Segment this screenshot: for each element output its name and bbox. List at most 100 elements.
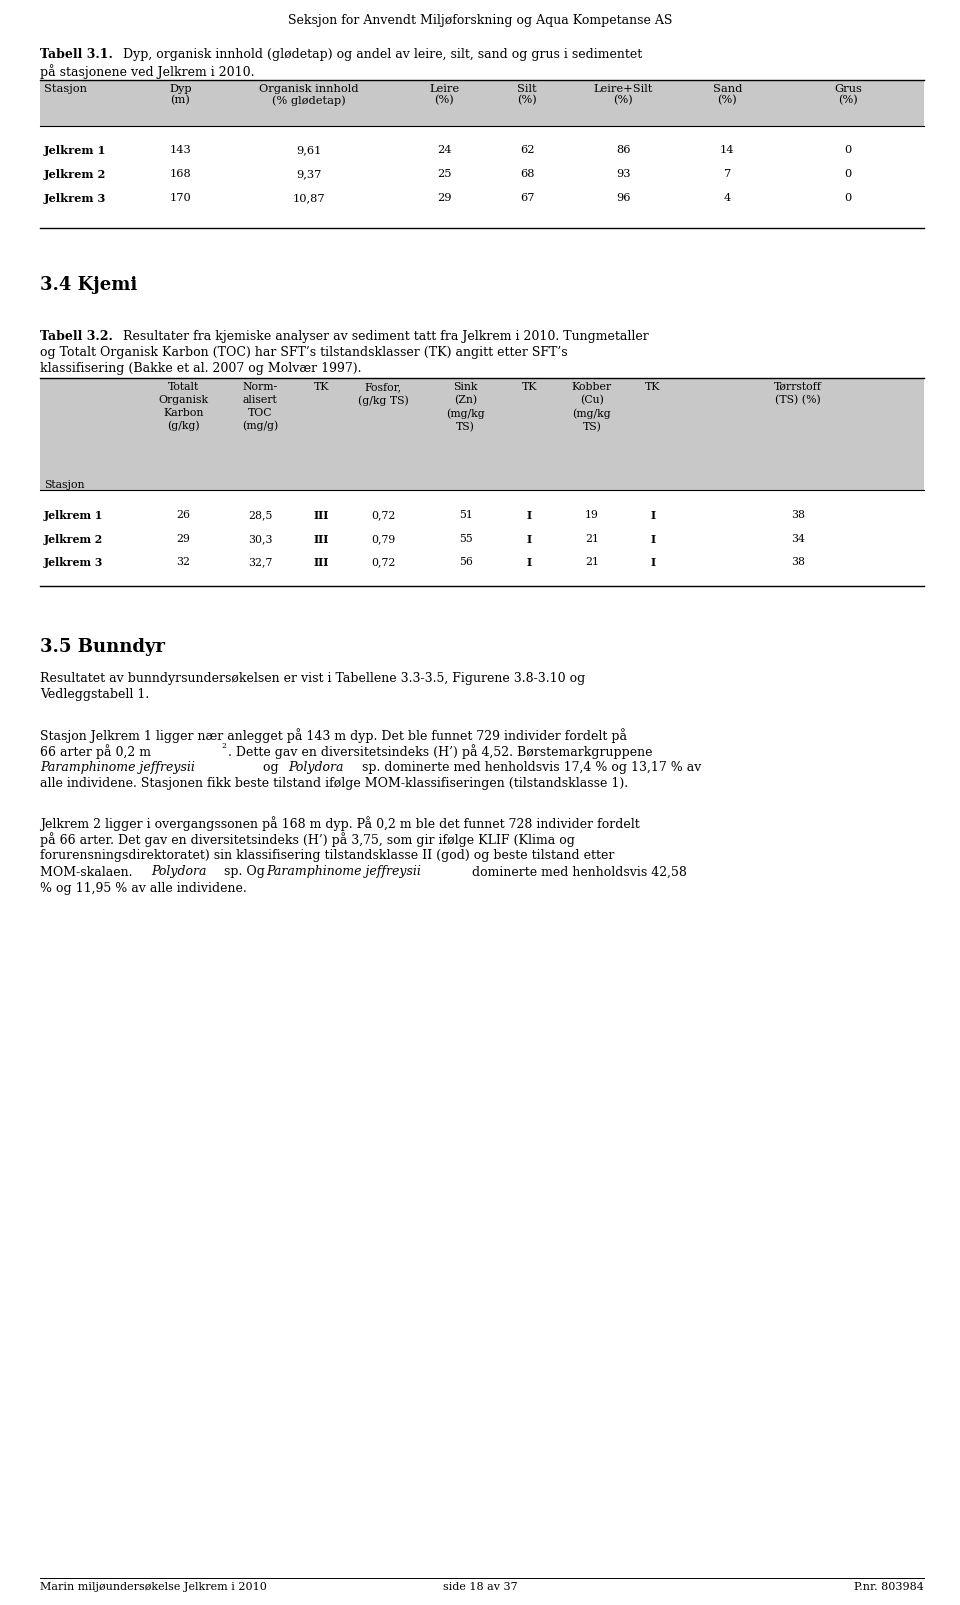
Text: 21: 21: [585, 534, 599, 544]
Text: Jelkrem 2 ligger i overgangssonen på 168 m dyp. På 0,2 m ble det funnet 728 indi: Jelkrem 2 ligger i overgangssonen på 168…: [40, 815, 640, 831]
Text: Stasjon Jelkrem 1 ligger nær anlegget på 143 m dyp. Det ble funnet 729 individer: Stasjon Jelkrem 1 ligger nær anlegget på…: [40, 729, 627, 743]
Text: I: I: [650, 510, 656, 522]
Text: . Dette gav en diversitetsindeks (H’) på 4,52. Børstemarkgruppene: . Dette gav en diversitetsindeks (H’) på…: [228, 745, 653, 759]
Text: Silt: Silt: [517, 83, 537, 95]
Text: 0: 0: [845, 193, 852, 202]
Text: Marin miljøundersøkelse Jelkrem i 2010: Marin miljøundersøkelse Jelkrem i 2010: [40, 1583, 267, 1592]
Text: 14: 14: [720, 144, 734, 156]
Text: 25: 25: [437, 169, 451, 180]
Text: % og 11,95 % av alle individene.: % og 11,95 % av alle individene.: [40, 883, 247, 896]
Text: dominerte med henholdsvis 42,58: dominerte med henholdsvis 42,58: [468, 865, 686, 878]
Text: 3.4 Kjemi: 3.4 Kjemi: [40, 276, 137, 294]
Text: 0: 0: [845, 144, 852, 156]
Text: Polydora: Polydora: [288, 761, 344, 774]
Text: 67: 67: [519, 193, 535, 202]
Text: Dyp, organisk innhold (glødetap) og andel av leire, silt, sand og grus i sedimen: Dyp, organisk innhold (glødetap) og ande…: [119, 48, 642, 61]
Text: Grus: Grus: [834, 83, 862, 95]
Text: Fosfor,
(g/kg TS): Fosfor, (g/kg TS): [358, 382, 408, 406]
Text: 2: 2: [222, 742, 227, 750]
Text: Jelkrem 2: Jelkrem 2: [44, 534, 104, 546]
Text: (% glødetap): (% glødetap): [272, 95, 346, 106]
Text: I: I: [527, 534, 532, 546]
Text: Jelkrem 1: Jelkrem 1: [44, 144, 107, 156]
Text: 168: 168: [170, 169, 191, 180]
Text: 62: 62: [519, 144, 535, 156]
Text: Sink
(Zn)
(mg/kg
TS): Sink (Zn) (mg/kg TS): [446, 382, 485, 432]
Text: Kobber
(Cu)
(mg/kg
TS): Kobber (Cu) (mg/kg TS): [572, 382, 612, 432]
Text: 0: 0: [845, 169, 852, 180]
Text: (%): (%): [517, 95, 537, 106]
Text: Tørrstoff
(TS) (%): Tørrstoff (TS) (%): [774, 382, 822, 404]
Text: Jelkrem 3: Jelkrem 3: [44, 193, 107, 204]
Text: (%): (%): [434, 95, 454, 106]
Text: 10,87: 10,87: [293, 193, 324, 202]
Text: TK: TK: [645, 382, 660, 392]
Text: 30,3: 30,3: [248, 534, 273, 544]
Text: I: I: [527, 557, 532, 568]
Text: 96: 96: [615, 193, 631, 202]
Text: 29: 29: [437, 193, 451, 202]
Text: og: og: [259, 761, 283, 774]
Text: 24: 24: [437, 144, 451, 156]
Text: (%): (%): [717, 95, 737, 106]
Text: III: III: [314, 510, 329, 522]
Text: 32: 32: [177, 557, 190, 567]
Text: Stasjon: Stasjon: [44, 480, 84, 490]
Text: Paramphinome jeffreysii: Paramphinome jeffreysii: [40, 761, 195, 774]
Text: 38: 38: [791, 510, 804, 520]
Text: 9,61: 9,61: [296, 144, 322, 156]
Text: (%): (%): [838, 95, 858, 106]
Text: 32,7: 32,7: [248, 557, 273, 567]
Text: forurensningsdirektoratet) sin klassifisering tilstandsklasse II (god) og beste : forurensningsdirektoratet) sin klassifis…: [40, 849, 614, 862]
Text: 86: 86: [615, 144, 631, 156]
Text: 38: 38: [791, 557, 804, 567]
Text: Organisk innhold: Organisk innhold: [259, 83, 358, 95]
Text: Stasjon: Stasjon: [44, 83, 87, 95]
Text: Leire: Leire: [429, 83, 459, 95]
Text: 56: 56: [459, 557, 472, 567]
Text: MOM-skalaen.: MOM-skalaen.: [40, 865, 137, 878]
Text: klassifisering (Bakke et al. 2007 og Molvær 1997).: klassifisering (Bakke et al. 2007 og Mol…: [40, 363, 362, 376]
Text: P.nr. 803984: P.nr. 803984: [853, 1583, 924, 1592]
Text: 4: 4: [724, 193, 731, 202]
Text: Jelkrem 3: Jelkrem 3: [44, 557, 104, 568]
Text: 28,5: 28,5: [248, 510, 273, 520]
Text: Paramphinome jeffreysii: Paramphinome jeffreysii: [266, 865, 420, 878]
Text: III: III: [314, 557, 329, 568]
Text: 7: 7: [724, 169, 731, 180]
Text: 143: 143: [170, 144, 191, 156]
Text: 55: 55: [459, 534, 472, 544]
Text: Totalt
Organisk
Karbon
(g/kg): Totalt Organisk Karbon (g/kg): [158, 382, 208, 432]
Text: I: I: [650, 534, 656, 546]
Text: sp. dominerte med henholdsvis 17,4 % og 13,17 % av: sp. dominerte med henholdsvis 17,4 % og …: [358, 761, 702, 774]
Bar: [40, 80, 924, 127]
Text: Jelkrem 1: Jelkrem 1: [44, 510, 104, 522]
Text: 68: 68: [519, 169, 535, 180]
Text: 66 arter på 0,2 m: 66 arter på 0,2 m: [40, 745, 152, 759]
Text: Leire+Silt: Leire+Silt: [593, 83, 653, 95]
Text: på stasjonene ved Jelkrem i 2010.: på stasjonene ved Jelkrem i 2010.: [40, 64, 254, 79]
Text: 0,72: 0,72: [371, 510, 396, 520]
Text: Vedleggstabell 1.: Vedleggstabell 1.: [40, 689, 150, 701]
Text: på 66 arter. Det gav en diversitetsindeks (H’) på 3,75, som gir ifølge KLIF (Kli: på 66 arter. Det gav en diversitetsindek…: [40, 833, 575, 847]
Text: III: III: [314, 534, 329, 546]
Text: I: I: [650, 557, 656, 568]
Text: 0,79: 0,79: [371, 534, 396, 544]
Text: og Totalt Organisk Karbon (TOC) har SFT’s tilstandsklasser (TK) angitt etter SFT: og Totalt Organisk Karbon (TOC) har SFT’…: [40, 347, 568, 360]
Text: (%): (%): [613, 95, 633, 106]
Text: 3.5 Bunndyr: 3.5 Bunndyr: [40, 639, 165, 656]
Text: Polydora: Polydora: [151, 865, 206, 878]
Text: Seksjon for Anvendt Miljøforskning og Aqua Kompetanse AS: Seksjon for Anvendt Miljøforskning og Aq…: [288, 14, 672, 27]
Text: 93: 93: [615, 169, 631, 180]
Text: 21: 21: [585, 557, 599, 567]
Text: side 18 av 37: side 18 av 37: [443, 1583, 517, 1592]
Text: TK: TK: [521, 382, 538, 392]
Text: 34: 34: [791, 534, 804, 544]
Text: Jelkrem 2: Jelkrem 2: [44, 169, 107, 180]
Text: 29: 29: [177, 534, 190, 544]
Text: 26: 26: [177, 510, 190, 520]
Text: Tabell 3.1.: Tabell 3.1.: [40, 48, 113, 61]
Text: Tabell 3.2.: Tabell 3.2.: [40, 331, 113, 343]
Text: Norm-
alisert
TOC
(mg/g): Norm- alisert TOC (mg/g): [242, 382, 278, 432]
Text: 9,37: 9,37: [296, 169, 322, 180]
